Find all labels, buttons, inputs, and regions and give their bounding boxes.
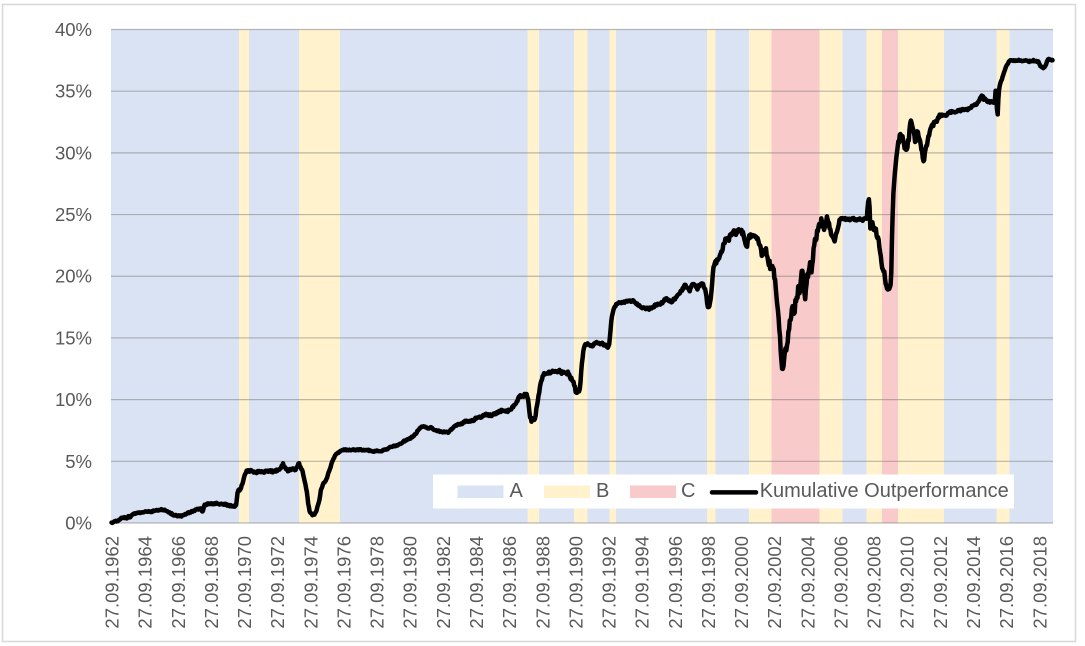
svg-text:27.09.1976: 27.09.1976 <box>333 536 354 629</box>
svg-text:27.09.2014: 27.09.2014 <box>963 536 984 629</box>
svg-text:27.09.1968: 27.09.1968 <box>201 536 222 629</box>
svg-text:27.09.1990: 27.09.1990 <box>565 536 586 629</box>
svg-text:25%: 25% <box>55 204 92 225</box>
svg-text:27.09.1982: 27.09.1982 <box>433 536 454 629</box>
svg-text:10%: 10% <box>55 389 92 410</box>
svg-text:27.09.2012: 27.09.2012 <box>930 536 951 629</box>
svg-text:27.09.1966: 27.09.1966 <box>168 536 189 629</box>
svg-text:27.09.2004: 27.09.2004 <box>797 536 818 629</box>
svg-text:A: A <box>510 480 524 502</box>
svg-text:27.09.2002: 27.09.2002 <box>764 536 785 629</box>
svg-text:27.09.1988: 27.09.1988 <box>532 536 553 629</box>
svg-text:27.09.2006: 27.09.2006 <box>831 536 852 629</box>
svg-text:35%: 35% <box>55 81 92 102</box>
svg-text:27.09.1962: 27.09.1962 <box>102 536 123 629</box>
svg-text:27.09.2008: 27.09.2008 <box>864 536 885 629</box>
svg-text:27.09.1974: 27.09.1974 <box>300 536 321 629</box>
svg-text:5%: 5% <box>65 451 92 472</box>
svg-text:C: C <box>681 480 695 502</box>
svg-text:27.09.2000: 27.09.2000 <box>731 536 752 629</box>
svg-text:27.09.1970: 27.09.1970 <box>234 536 255 629</box>
svg-text:20%: 20% <box>55 266 92 287</box>
svg-text:27.09.1994: 27.09.1994 <box>632 536 653 629</box>
svg-text:27.09.1998: 27.09.1998 <box>698 536 719 629</box>
svg-text:15%: 15% <box>55 327 92 348</box>
svg-text:27.09.1992: 27.09.1992 <box>599 536 620 629</box>
svg-text:27.09.1980: 27.09.1980 <box>400 536 421 629</box>
svg-text:27.09.1996: 27.09.1996 <box>665 536 686 629</box>
svg-text:40%: 40% <box>55 19 92 40</box>
svg-text:0%: 0% <box>65 513 92 534</box>
svg-text:27.09.2018: 27.09.2018 <box>1029 536 1050 629</box>
svg-text:27.09.1986: 27.09.1986 <box>499 536 520 629</box>
svg-text:27.09.1964: 27.09.1964 <box>135 536 156 629</box>
svg-text:27.09.2016: 27.09.2016 <box>996 536 1017 629</box>
svg-text:B: B <box>596 480 609 502</box>
svg-text:27.09.2010: 27.09.2010 <box>897 536 918 629</box>
svg-text:Kumulative Outperformance: Kumulative Outperformance <box>760 480 1009 502</box>
svg-text:27.09.1978: 27.09.1978 <box>367 536 388 629</box>
svg-text:27.09.1984: 27.09.1984 <box>466 536 487 629</box>
svg-text:27.09.1972: 27.09.1972 <box>267 536 288 629</box>
svg-text:30%: 30% <box>55 142 92 163</box>
